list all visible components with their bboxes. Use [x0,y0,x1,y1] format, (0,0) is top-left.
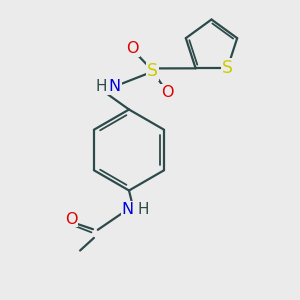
Text: O: O [65,212,78,226]
Text: S: S [222,59,233,77]
Text: O: O [161,85,174,100]
Text: H: H [95,79,107,94]
Text: S: S [147,62,158,80]
Text: N: N [109,79,121,94]
Text: N: N [122,202,134,217]
Text: O: O [126,41,139,56]
Text: H: H [138,202,149,217]
